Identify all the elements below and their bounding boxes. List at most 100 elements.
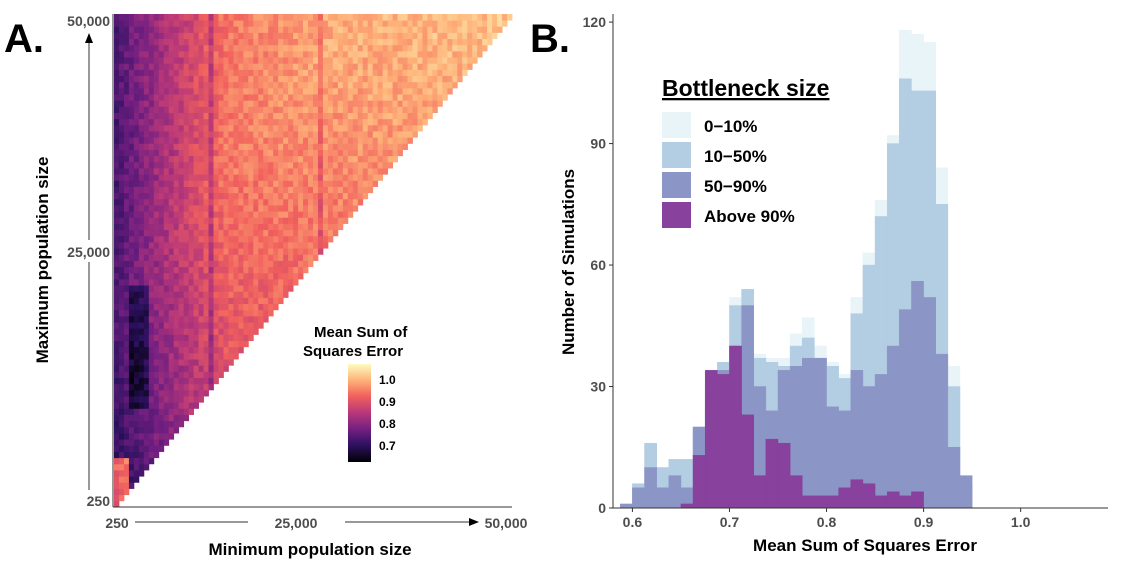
heatmap-cell	[238, 260, 244, 268]
heatmap-cell	[183, 14, 190, 21]
heatmap-cell	[417, 75, 423, 83]
heatmap-cell	[352, 63, 359, 70]
heatmap-cell	[114, 291, 120, 298]
heatmap-cell	[462, 32, 468, 40]
histogram-ytick-label: 0	[598, 500, 606, 516]
heatmap-cell	[138, 383, 145, 391]
heatmap-cell	[223, 223, 229, 231]
heatmap-cell	[308, 26, 314, 33]
heatmap-cell	[298, 106, 304, 113]
heatmap-cell	[278, 38, 284, 46]
heatmap-cell	[188, 402, 195, 409]
heatmap-cell	[412, 100, 418, 107]
heatmap-cell	[183, 414, 190, 422]
heatmap-cell	[173, 14, 180, 21]
heatmap-cell	[163, 26, 170, 33]
heatmap-cell	[342, 198, 349, 206]
heatmap-cell	[317, 32, 324, 40]
heatmap-cell	[253, 44, 259, 52]
heatmap-cell	[238, 334, 244, 342]
heatmap-cell	[248, 26, 254, 33]
heatmap-cell	[228, 192, 234, 200]
heatmap-cell	[223, 131, 229, 138]
histogram-bar-series-3	[717, 374, 730, 509]
heatmap-cell	[352, 149, 359, 157]
heatmap-cell	[233, 143, 239, 150]
heatmap-cell	[114, 334, 120, 342]
heatmap-cell	[123, 155, 130, 163]
heatmap-cell	[223, 309, 229, 317]
heatmap-cell	[114, 426, 120, 434]
heatmap-cell	[342, 217, 349, 224]
heatmap-cell	[273, 26, 279, 33]
heatmap-cell	[138, 20, 145, 27]
heatmap-cell	[128, 38, 135, 46]
heatmap-cell	[114, 482, 120, 489]
heatmap-cell	[248, 44, 254, 52]
heatmap-cell	[417, 14, 423, 21]
heatmap-cell	[248, 303, 254, 311]
heatmap-cell	[158, 26, 165, 33]
heatmap-cell	[183, 242, 190, 249]
heatmap-cell	[153, 297, 160, 305]
heatmap-cell	[437, 32, 443, 40]
heatmap-cell	[332, 161, 339, 169]
heatmap-cell	[357, 81, 364, 89]
heatmap-cell	[213, 352, 219, 360]
heatmap-cell	[153, 315, 160, 323]
heatmap-cell	[173, 278, 180, 286]
heatmap-cell	[308, 50, 314, 58]
heatmap-cell	[377, 143, 384, 150]
heatmap-cell	[123, 451, 130, 459]
heatmap-cell	[273, 266, 279, 274]
heatmap-cell	[258, 223, 264, 231]
heatmap-cell	[203, 205, 209, 212]
heatmap-cell	[308, 124, 314, 132]
heatmap-cell	[308, 75, 314, 83]
heatmap-cell	[308, 38, 314, 46]
heatmap-cell	[437, 44, 443, 52]
heatmap-cell	[193, 69, 199, 77]
heatmap-cell	[188, 334, 195, 342]
heatmap-cell	[278, 87, 284, 95]
heatmap-cell	[317, 112, 324, 120]
heatmap-cell	[268, 254, 274, 261]
heatmap-cell	[133, 198, 140, 206]
heatmap-cell	[143, 32, 150, 40]
heatmap-cell	[213, 371, 219, 378]
heatmap-cell	[173, 198, 180, 206]
heatmap-cell	[362, 75, 369, 83]
heatmap-cell	[327, 143, 334, 150]
heatmap-cell	[258, 143, 264, 150]
heatmap-cell	[183, 285, 190, 292]
heatmap-cell	[337, 180, 344, 187]
heatmap-cell	[313, 112, 319, 120]
heatmap-cell	[133, 463, 140, 471]
heatmap-cell	[173, 100, 180, 107]
heatmap-cell	[283, 14, 289, 21]
heatmap-cell	[238, 106, 244, 113]
heatmap-cell	[128, 451, 135, 459]
heatmap-cell	[153, 131, 160, 138]
heatmap-cell	[173, 408, 180, 415]
heatmap-cell	[327, 63, 334, 70]
panel-b-letter: B.	[530, 17, 570, 61]
heatmap-cell	[138, 371, 145, 378]
heatmap-cell	[133, 420, 140, 428]
heatmap-cell	[342, 143, 349, 150]
heatmap-cell	[213, 346, 219, 354]
heatmap-cell	[153, 340, 160, 348]
heatmap-cell	[168, 81, 175, 89]
heatmap-cell	[253, 137, 259, 144]
heatmap-cell	[293, 272, 299, 280]
heatmap-cell	[138, 180, 145, 187]
heatmap-cell	[268, 112, 274, 120]
heatmap-cell	[148, 50, 155, 58]
heatmap-cell	[347, 75, 354, 83]
heatmap-cell	[138, 235, 145, 243]
heatmap-cell	[114, 346, 120, 354]
heatmap-cell	[248, 174, 254, 181]
heatmap-cell	[153, 242, 160, 249]
heatmap-cell	[228, 75, 234, 83]
heatmap-cell	[123, 470, 130, 477]
